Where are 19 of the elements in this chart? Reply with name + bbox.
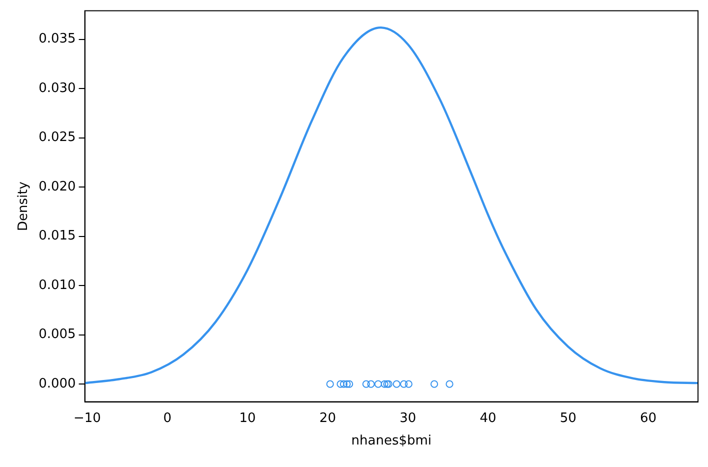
x-tick-label: 40 [480,410,496,426]
y-tick-label: 0.005 [38,327,76,342]
x-tick-label: 20 [319,410,336,426]
line-series [84,26,698,384]
y-tick-label: 0.020 [38,179,76,194]
y-axis-title: Density [16,181,32,232]
x-tick-label: 10 [239,410,256,426]
y-tick-label: 0.035 [38,32,76,47]
y-tick-label: 0.015 [38,228,76,244]
y-tick-label: 0.000 [38,376,76,392]
x-tick-label: 30 [400,410,416,426]
y-tick-label: 0.025 [38,130,76,146]
y-tick-label: 0.030 [38,80,76,96]
x-tick-label: 0 [163,410,172,426]
y-tick-label: 0.010 [38,278,76,293]
x-tick-label: 60 [640,410,657,426]
x-tick-label: −10 [74,410,101,426]
x-tick-label: 50 [560,410,576,426]
x-axis-title: nhanes$bmi [351,434,432,449]
